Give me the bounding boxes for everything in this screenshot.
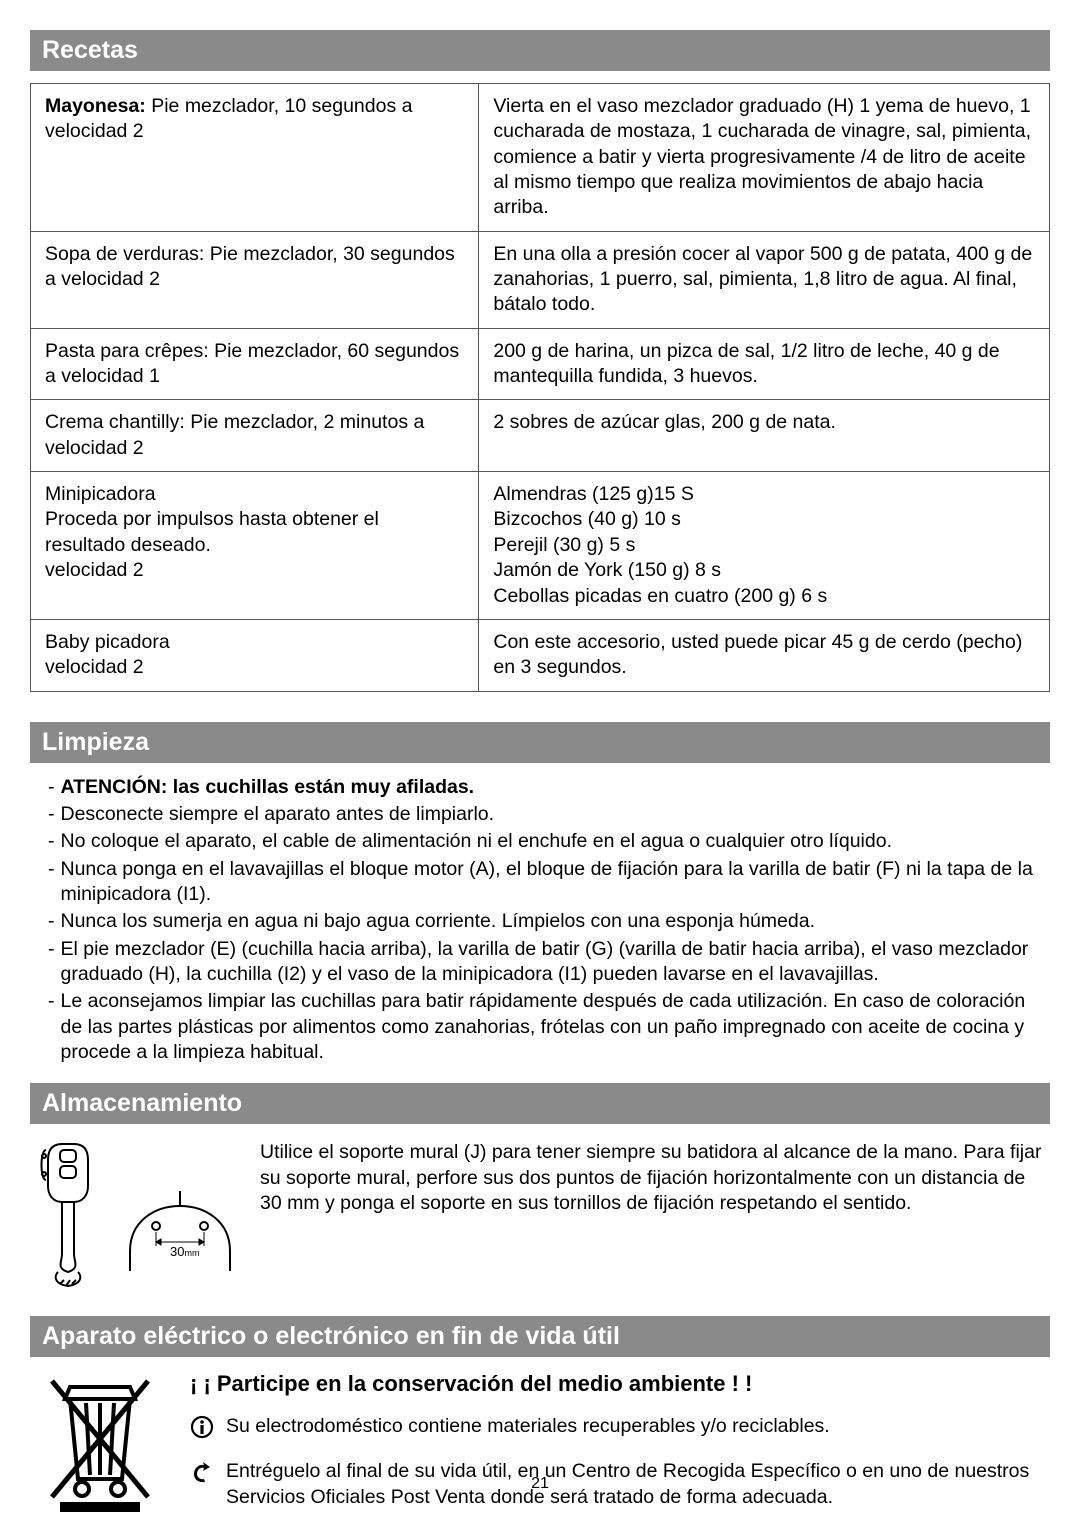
recipe-right-cell: En una olla a presión cocer al vapor 500…: [479, 231, 1050, 328]
recipe-left-cell: Mayonesa: Pie mezclador, 10 segundos a v…: [31, 84, 479, 232]
recipe-left-cell: Sopa de verduras: Pie mezclador, 30 segu…: [31, 231, 479, 328]
recipe-right-cell: 2 sobres de azúcar glas, 200 g de nata.: [479, 400, 1050, 472]
svg-text:30mm: 30mm: [170, 1244, 199, 1259]
list-item: -Desconecte siempre el aparato antes de …: [48, 802, 1050, 827]
table-row: Mayonesa: Pie mezclador, 10 segundos a v…: [31, 84, 1050, 232]
cleaning-list: -ATENCIÓN: las cuchillas están muy afila…: [30, 775, 1050, 1066]
list-item: -Nunca ponga en el lavavajillas el bloqu…: [48, 857, 1050, 908]
table-row: Minipicadora Proceda por impulsos hasta …: [31, 472, 1050, 620]
recipes-table: Mayonesa: Pie mezclador, 10 segundos a v…: [30, 83, 1050, 692]
info-icon: [190, 1415, 214, 1439]
storage-block: 30mm Utilice el soporte mural (J) para t…: [30, 1136, 1050, 1296]
recipe-right-cell: 200 g de harina, un pizca de sal, 1/2 li…: [479, 328, 1050, 400]
endlife-block: ¡ ¡ Participe en la conservación del med…: [30, 1369, 1050, 1528]
section-header-recipes: Recetas: [30, 30, 1050, 71]
wall-mount-icon: 30mm: [30, 1136, 240, 1296]
section-header-storage: Almacenamiento: [30, 1083, 1050, 1124]
table-row: Pasta para crêpes: Pie mezclador, 60 seg…: [31, 328, 1050, 400]
list-item: -No coloque el aparato, el cable de alim…: [48, 829, 1050, 854]
recipe-left-cell: Crema chantilly: Pie mezclador, 2 minuto…: [31, 400, 479, 472]
weee-bin-icon: [30, 1369, 170, 1519]
recipe-right-cell: Vierta en el vaso mezclador graduado (H)…: [479, 84, 1050, 232]
list-item: -El pie mezclador (E) (cuchilla hacia ar…: [48, 937, 1050, 988]
storage-text: Utilice el soporte mural (J) para tener …: [260, 1136, 1050, 1296]
recipe-right-cell: Con este accesorio, usted puede picar 45…: [479, 619, 1050, 691]
recipe-left-cell: Pasta para crêpes: Pie mezclador, 60 seg…: [31, 328, 479, 400]
page-number: 21: [0, 1475, 1080, 1493]
recipe-left-cell: Minipicadora Proceda por impulsos hasta …: [31, 472, 479, 620]
table-row: Crema chantilly: Pie mezclador, 2 minuto…: [31, 400, 1050, 472]
endlife-line1: Su electrodoméstico contiene materiales …: [226, 1413, 830, 1439]
list-item: -Nunca los sumerja en agua ni bajo agua …: [48, 909, 1050, 934]
recipe-left-cell: Baby picadora velocidad 2: [31, 619, 479, 691]
table-row: Sopa de verduras: Pie mezclador, 30 segu…: [31, 231, 1050, 328]
recipe-right-cell: Almendras (125 g)15 S Bizcochos (40 g) 1…: [479, 472, 1050, 620]
cleaning-warning: ATENCIÓN: las cuchillas están muy afilad…: [61, 775, 475, 800]
section-header-cleaning: Limpieza: [30, 722, 1050, 763]
list-item: -Le aconsejamos limpiar las cuchillas pa…: [48, 989, 1050, 1065]
section-header-endlife: Aparato eléctrico o electrónico en fin d…: [30, 1316, 1050, 1357]
endlife-subheading: ¡ ¡ Participe en la conservación del med…: [190, 1371, 1050, 1397]
table-row: Baby picadora velocidad 2Con este acceso…: [31, 619, 1050, 691]
